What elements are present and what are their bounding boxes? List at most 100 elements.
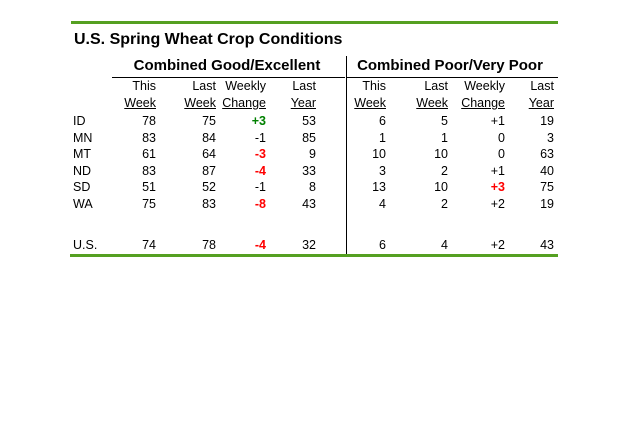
value-cell: 64 bbox=[202, 147, 216, 161]
value-cell: 75 bbox=[142, 196, 156, 211]
value-cell: 83 bbox=[202, 196, 216, 211]
table-row-sd: SD 51 52 -1 8 13 10 +3 75 bbox=[72, 179, 554, 196]
column-header: Last bbox=[530, 79, 554, 93]
value-cell: 85 bbox=[302, 130, 316, 145]
change-cell: +3 bbox=[251, 114, 266, 128]
change-cell: +1 bbox=[490, 163, 505, 178]
state-label: SD bbox=[73, 180, 91, 194]
section-divider-line bbox=[346, 56, 347, 254]
spacer-cell bbox=[316, 196, 346, 213]
change-cell: -8 bbox=[254, 196, 266, 211]
change-cell: +1 bbox=[490, 114, 505, 128]
value-cell: 75 bbox=[202, 114, 216, 128]
section-header-row: Combined Good/Excellent Combined Poor/Ve… bbox=[72, 56, 554, 78]
change-cell: 0 bbox=[498, 130, 505, 145]
change-cell: -1 bbox=[254, 180, 266, 194]
column-header: Last bbox=[424, 79, 448, 93]
report-title: U.S. Spring Wheat Crop Conditions bbox=[74, 31, 343, 48]
value-cell: 19 bbox=[540, 114, 554, 128]
change-cell: +3 bbox=[490, 180, 505, 194]
table-row-mn: MN 83 84 -1 85 1 1 0 3 bbox=[72, 130, 554, 147]
table-row-nd: ND 83 87 -4 33 3 2 +1 40 bbox=[72, 163, 554, 180]
state-label: MN bbox=[73, 130, 93, 145]
value-cell: 40 bbox=[540, 163, 554, 178]
state-label: WA bbox=[73, 196, 93, 211]
value-cell: 9 bbox=[309, 147, 316, 161]
table-row-wa: WA 75 83 -8 43 4 2 +2 19 bbox=[72, 196, 554, 213]
value-cell: 52 bbox=[202, 180, 216, 194]
value-cell: 1 bbox=[379, 130, 386, 145]
value-cell: 19 bbox=[540, 196, 554, 211]
value-cell: 3 bbox=[379, 163, 386, 178]
change-cell: -3 bbox=[254, 147, 266, 161]
value-cell: 6 bbox=[379, 114, 386, 128]
top-rule bbox=[71, 21, 558, 24]
spacer-cell bbox=[72, 95, 120, 113]
column-header: Change bbox=[461, 96, 505, 110]
value-cell: 4 bbox=[441, 238, 448, 252]
value-cell: 87 bbox=[202, 163, 216, 178]
value-cell: 1 bbox=[441, 130, 448, 145]
spacer-cell bbox=[316, 179, 346, 196]
value-cell: 78 bbox=[202, 238, 216, 252]
table-row-id: ID 78 75 +3 53 6 5 +1 19 bbox=[72, 113, 554, 130]
value-cell: 10 bbox=[434, 180, 448, 194]
value-cell: 43 bbox=[540, 238, 554, 252]
column-header: Week bbox=[124, 96, 156, 110]
state-label: MT bbox=[73, 147, 92, 161]
bottom-rule bbox=[70, 254, 558, 257]
column-header-row-1: This Last Weekly Last This Last Weekly L… bbox=[72, 78, 554, 95]
section-header-good-excellent: Combined Good/Excellent bbox=[133, 57, 321, 74]
section-header-poor-verypoor: Combined Poor/Very Poor bbox=[357, 57, 543, 74]
table-row-mt: MT 61 64 -3 9 10 10 0 63 bbox=[72, 146, 554, 163]
value-cell: 53 bbox=[302, 114, 316, 128]
value-cell: 8 bbox=[309, 180, 316, 194]
spacer-cell bbox=[316, 146, 346, 163]
state-label: ND bbox=[73, 163, 92, 178]
value-cell: 10 bbox=[434, 147, 448, 161]
value-cell: 10 bbox=[372, 147, 386, 161]
value-cell: 6 bbox=[379, 238, 386, 252]
spacer-cell bbox=[72, 78, 120, 95]
value-cell: 75 bbox=[540, 180, 554, 194]
value-cell: 13 bbox=[372, 180, 386, 194]
value-cell: 83 bbox=[142, 130, 156, 145]
change-cell: +2 bbox=[490, 196, 505, 211]
change-cell: +2 bbox=[490, 238, 505, 252]
value-cell: 83 bbox=[142, 163, 156, 178]
value-cell: 43 bbox=[302, 196, 316, 211]
value-cell: 33 bbox=[302, 163, 316, 178]
value-cell: 2 bbox=[441, 163, 448, 178]
value-cell: 51 bbox=[142, 180, 156, 194]
change-cell: 0 bbox=[498, 147, 505, 161]
column-header: Last bbox=[292, 79, 316, 93]
column-header: Weekly bbox=[225, 79, 266, 93]
column-header: Week bbox=[354, 96, 386, 110]
value-cell: 78 bbox=[142, 114, 156, 128]
blank-row bbox=[72, 212, 554, 239]
value-cell: 63 bbox=[540, 147, 554, 161]
table-row-us-total: U.S. 74 78 -4 32 6 4 +2 43 bbox=[72, 239, 554, 253]
column-header: Weekly bbox=[464, 79, 505, 93]
column-header: Change bbox=[222, 96, 266, 110]
value-cell: 4 bbox=[379, 196, 386, 211]
column-header: Year bbox=[290, 96, 316, 110]
value-cell: 5 bbox=[441, 114, 448, 128]
column-header: This bbox=[362, 79, 386, 93]
column-header: Week bbox=[416, 96, 448, 110]
value-cell: 2 bbox=[441, 196, 448, 211]
column-header: Week bbox=[184, 96, 216, 110]
change-cell: -4 bbox=[254, 163, 266, 178]
spacer-cell bbox=[316, 113, 346, 130]
state-label: ID bbox=[73, 114, 86, 128]
conditions-table: Combined Good/Excellent Combined Poor/Ve… bbox=[72, 56, 554, 253]
column-header: Year bbox=[528, 96, 554, 110]
poor-verypoor-header-underline bbox=[347, 77, 558, 78]
value-cell: 84 bbox=[202, 130, 216, 145]
column-header: This bbox=[132, 79, 156, 93]
column-header-row-2: Week Week Change Year Week Week Change Y… bbox=[72, 95, 554, 113]
column-header: Last bbox=[192, 79, 216, 93]
good-excellent-header-underline bbox=[112, 77, 345, 78]
value-cell: 3 bbox=[547, 130, 554, 145]
